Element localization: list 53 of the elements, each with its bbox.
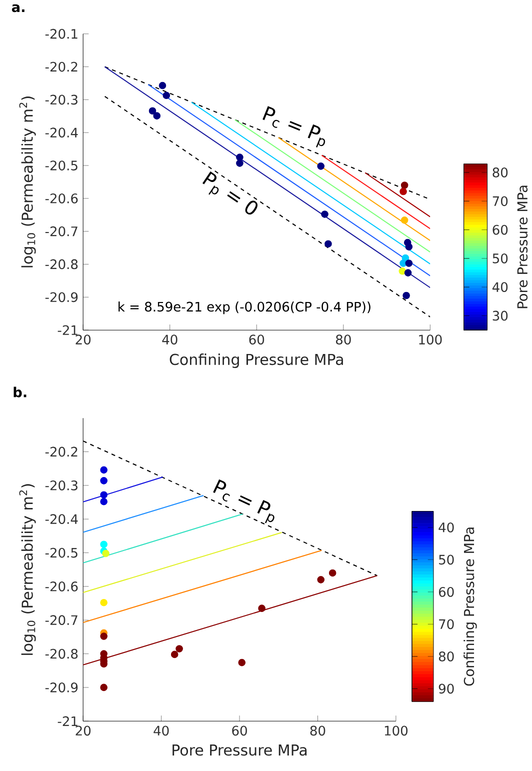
color-bar-label: 50 xyxy=(492,253,508,264)
x-tick-label: 20 xyxy=(76,334,91,345)
color-bar-label: 60 xyxy=(439,586,454,597)
y-tick-label: -20.3 xyxy=(45,94,78,105)
y-tick-label: -20.5 xyxy=(45,160,78,170)
y-tick-label: -20.2 xyxy=(45,62,78,72)
color-bar-label: 80 xyxy=(438,651,454,662)
color-bar-label: 60 xyxy=(492,224,508,235)
annotation: P$_{p}$ = 0 xyxy=(202,171,258,215)
y-tick-label: -20.3 xyxy=(45,480,78,490)
color-bar-label: 40 xyxy=(492,282,508,292)
y-tick-label: -20.8 xyxy=(45,648,78,659)
color-bar-title: Confining Pressure MPa xyxy=(464,528,477,686)
y-tick-label: -20.6 xyxy=(45,581,78,592)
y-tick-label: -21 xyxy=(58,716,78,726)
color-bar-title: Pore Pressure MPa xyxy=(517,186,528,308)
color-bar-label: 70 xyxy=(439,619,454,630)
annotation: P$_{c}$ = P$_{p}$ xyxy=(213,479,274,524)
y-tick-label: -20.5 xyxy=(45,548,78,558)
y-tick-label: -20.2 xyxy=(45,446,78,457)
color-bar-label: 40 xyxy=(438,522,454,532)
y-tick-label: -21 xyxy=(58,325,78,335)
y-tick-label: -20.1 xyxy=(45,28,78,39)
chart-title: b. xyxy=(14,386,26,398)
color-bar-label: 90 xyxy=(438,684,454,694)
y-tick-label: -20.4 xyxy=(45,128,78,138)
annotation: P$_{c}$ = P$_{p}$ xyxy=(262,106,326,148)
x-tick-label: 60 xyxy=(249,334,264,345)
y-tick-label: -20.7 xyxy=(45,226,78,236)
color-bar-label: 50 xyxy=(439,554,454,565)
y-tick-label: -20.6 xyxy=(45,193,78,204)
y-tick-label: -20.9 xyxy=(45,292,78,302)
x-axis-title: Pore Pressure MPa xyxy=(172,744,307,756)
y-axis-title: log$_{10}$ (Permeability m$^{2}$) xyxy=(19,484,36,655)
color-bar-label: 30 xyxy=(492,310,508,321)
y-tick-label: -20.7 xyxy=(45,615,78,626)
x-tick-label: 80 xyxy=(336,334,351,345)
x-tick-label: 100 xyxy=(384,726,408,736)
x-tick-label: 20 xyxy=(76,726,91,736)
chart-title: a. xyxy=(12,4,24,12)
color-bar-label: 70 xyxy=(492,196,508,206)
x-tick-label: 60 xyxy=(232,726,247,736)
color-bar-label: 80 xyxy=(492,168,508,178)
y-axis-title: log$_{10}$ (Permeability m$^{2}$) xyxy=(19,96,36,268)
x-tick-label: 40 xyxy=(162,334,178,345)
annotation: k = 8.59e-21 exp (-0.0206(CP -0.4 PP)) xyxy=(118,302,370,314)
x-tick-label: 100 xyxy=(419,334,442,345)
x-axis-title: Confining Pressure MPa xyxy=(170,353,343,368)
x-tick-label: 80 xyxy=(310,726,326,736)
y-tick-label: -20.9 xyxy=(45,682,78,692)
y-tick-label: -20.4 xyxy=(45,514,78,524)
x-tick-label: 40 xyxy=(154,726,169,736)
y-tick-label: -20.8 xyxy=(45,259,78,270)
